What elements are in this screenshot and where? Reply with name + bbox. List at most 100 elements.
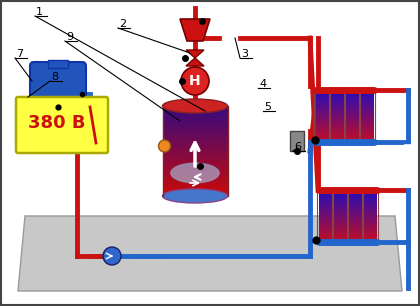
- Bar: [349, 215, 362, 218]
- Bar: [346, 113, 359, 116]
- Bar: [346, 92, 359, 95]
- Bar: [319, 223, 332, 226]
- Bar: [364, 215, 377, 218]
- Bar: [346, 121, 359, 124]
- Bar: [349, 231, 362, 234]
- Bar: [290, 131, 304, 151]
- Bar: [163, 129, 228, 133]
- Bar: [364, 192, 377, 195]
- Bar: [334, 213, 347, 216]
- Bar: [349, 239, 362, 242]
- Text: 4: 4: [259, 79, 266, 89]
- Bar: [346, 105, 359, 108]
- Bar: [316, 123, 329, 126]
- Bar: [334, 229, 347, 232]
- Bar: [346, 89, 359, 93]
- Bar: [364, 239, 377, 242]
- Bar: [163, 106, 228, 109]
- Bar: [319, 192, 332, 195]
- Bar: [361, 115, 374, 119]
- Bar: [346, 123, 359, 126]
- Bar: [331, 123, 344, 126]
- Bar: [349, 236, 362, 239]
- Circle shape: [158, 140, 171, 152]
- Bar: [163, 154, 228, 157]
- Text: 2: 2: [119, 19, 126, 29]
- Bar: [349, 203, 362, 206]
- Bar: [346, 134, 359, 137]
- Bar: [316, 105, 329, 108]
- Bar: [361, 139, 374, 142]
- Circle shape: [181, 67, 209, 95]
- Bar: [319, 226, 332, 229]
- Bar: [334, 239, 347, 242]
- Bar: [163, 111, 228, 115]
- Bar: [364, 200, 377, 203]
- Bar: [331, 136, 344, 140]
- Bar: [361, 92, 374, 95]
- Bar: [349, 210, 362, 213]
- Bar: [319, 218, 332, 221]
- Text: 5: 5: [264, 102, 271, 112]
- Bar: [349, 221, 362, 224]
- Bar: [364, 208, 377, 211]
- Bar: [361, 126, 374, 129]
- Bar: [349, 195, 362, 198]
- Bar: [331, 92, 344, 95]
- Bar: [361, 131, 374, 134]
- Bar: [334, 226, 347, 229]
- Bar: [163, 144, 228, 148]
- Polygon shape: [186, 58, 204, 66]
- Bar: [334, 223, 347, 226]
- Bar: [364, 195, 377, 198]
- Bar: [331, 97, 344, 100]
- Bar: [316, 103, 329, 106]
- Bar: [364, 189, 377, 192]
- Bar: [364, 210, 377, 213]
- Bar: [163, 136, 228, 139]
- Bar: [364, 213, 377, 216]
- Bar: [163, 169, 228, 172]
- FancyBboxPatch shape: [30, 62, 86, 110]
- Bar: [316, 97, 329, 100]
- Bar: [361, 121, 374, 124]
- Bar: [331, 113, 344, 116]
- Bar: [316, 121, 329, 124]
- Bar: [319, 229, 332, 232]
- Bar: [319, 205, 332, 208]
- Bar: [346, 100, 359, 103]
- Bar: [319, 203, 332, 206]
- Bar: [163, 118, 228, 121]
- Bar: [316, 113, 329, 116]
- Ellipse shape: [163, 99, 228, 113]
- Bar: [163, 186, 228, 190]
- Bar: [361, 129, 374, 132]
- Bar: [349, 229, 362, 232]
- Bar: [334, 203, 347, 206]
- Bar: [316, 100, 329, 103]
- Bar: [163, 171, 228, 175]
- Bar: [361, 134, 374, 137]
- Bar: [331, 131, 344, 134]
- Text: 3: 3: [241, 49, 248, 59]
- Bar: [316, 126, 329, 129]
- Text: 6: 6: [294, 142, 301, 152]
- Bar: [163, 147, 228, 151]
- Bar: [331, 103, 344, 106]
- Bar: [18, 8, 402, 218]
- Bar: [316, 110, 329, 114]
- Bar: [319, 195, 332, 198]
- Bar: [349, 223, 362, 226]
- Bar: [346, 131, 359, 134]
- Bar: [316, 139, 329, 142]
- Bar: [334, 192, 347, 195]
- Polygon shape: [18, 216, 402, 291]
- Bar: [364, 221, 377, 224]
- Bar: [163, 132, 228, 136]
- Polygon shape: [186, 50, 204, 58]
- Bar: [346, 126, 359, 129]
- Bar: [163, 177, 228, 181]
- Bar: [361, 89, 374, 93]
- Bar: [349, 189, 362, 192]
- Bar: [349, 205, 362, 208]
